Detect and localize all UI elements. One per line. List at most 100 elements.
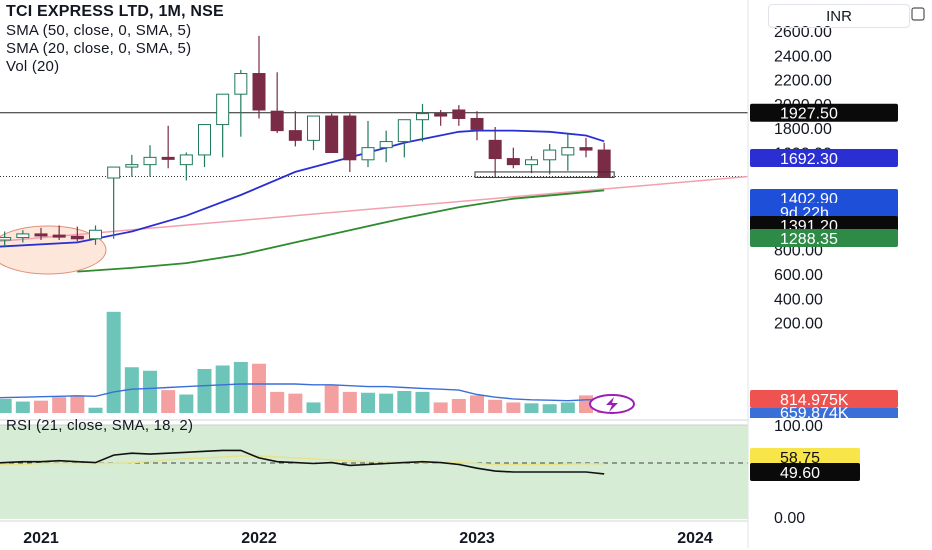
volume-bar bbox=[216, 365, 230, 413]
expand-icon bbox=[912, 8, 924, 20]
price-tick-label: 200.00 bbox=[774, 316, 823, 333]
legend-volume[interactable]: Vol (20) bbox=[6, 58, 59, 75]
candle-body bbox=[417, 114, 429, 120]
candle-body bbox=[17, 234, 29, 238]
candle-body bbox=[489, 140, 501, 158]
volume-bar bbox=[307, 402, 321, 413]
candle-body bbox=[398, 120, 410, 142]
volume-bar bbox=[179, 395, 193, 413]
candle-body bbox=[108, 167, 120, 178]
candle-body bbox=[362, 148, 374, 160]
candle bbox=[271, 72, 283, 133]
volume-bar bbox=[143, 371, 157, 413]
time-axis-label: 2022 bbox=[241, 530, 277, 547]
candle bbox=[526, 156, 538, 173]
candle bbox=[162, 126, 174, 169]
candle bbox=[308, 116, 320, 150]
candle-body bbox=[0, 238, 11, 240]
time-axis-label: 2023 bbox=[459, 530, 495, 547]
candle bbox=[544, 144, 556, 174]
candle-body bbox=[544, 150, 556, 160]
time-axis-label: 2021 bbox=[23, 530, 59, 547]
volume-bar bbox=[379, 394, 393, 413]
candle-body bbox=[326, 116, 338, 152]
candle-body bbox=[217, 94, 229, 124]
volume-bar bbox=[470, 395, 484, 413]
candle bbox=[235, 70, 247, 137]
volume-bar bbox=[452, 399, 466, 413]
candle-body bbox=[380, 142, 392, 148]
candle bbox=[199, 125, 211, 168]
candle bbox=[453, 105, 465, 126]
rsi-value-tag: 49.60 bbox=[780, 465, 820, 482]
legend-sma20[interactable]: SMA (20, close, 0, SMA, 5) bbox=[6, 40, 191, 57]
legend-sma50[interactable]: SMA (50, close, 0, SMA, 5) bbox=[6, 22, 191, 39]
volume-bar bbox=[434, 402, 448, 413]
volume-bar bbox=[16, 402, 30, 413]
sma20-price-tag: 1692.30 bbox=[780, 151, 838, 168]
candle-body bbox=[253, 74, 265, 110]
volume-bar bbox=[506, 402, 520, 413]
candle bbox=[580, 138, 592, 157]
volume-bar bbox=[361, 393, 375, 413]
currency-button[interactable]: INR bbox=[768, 4, 910, 28]
trend-line bbox=[0, 177, 748, 242]
price-tick-label: 600.00 bbox=[774, 267, 823, 284]
time-axis-label: 2024 bbox=[677, 530, 713, 547]
candle bbox=[362, 121, 374, 167]
volume-bar bbox=[52, 397, 66, 413]
chart-title[interactable]: TCI EXPRESS LTD, 1M, NSE bbox=[6, 3, 224, 21]
candle-body bbox=[289, 131, 301, 141]
candle-body bbox=[580, 148, 592, 150]
candle bbox=[471, 111, 483, 140]
candle bbox=[253, 36, 265, 119]
volume-bar bbox=[252, 364, 266, 413]
volume-bar bbox=[198, 369, 212, 413]
volume-bar bbox=[270, 392, 284, 413]
candle-body bbox=[562, 148, 574, 155]
volume-bar bbox=[234, 362, 248, 413]
volume-bar bbox=[525, 403, 539, 413]
price-tick-label: 1800.00 bbox=[774, 121, 832, 138]
candle-body bbox=[126, 165, 138, 167]
volume-bar bbox=[34, 401, 48, 413]
candle bbox=[562, 134, 574, 170]
candle-body bbox=[308, 116, 320, 140]
candle-body bbox=[90, 230, 102, 239]
price-tick-label: 2400.00 bbox=[774, 48, 832, 65]
candle-body bbox=[71, 236, 83, 238]
candle bbox=[108, 167, 120, 239]
candle-body bbox=[471, 118, 483, 129]
candle-body bbox=[344, 116, 356, 160]
candle bbox=[326, 114, 338, 153]
volume-bar bbox=[325, 385, 339, 413]
candle-body bbox=[453, 110, 465, 119]
rsi-panel-bg bbox=[0, 425, 748, 519]
sma50-price-tag: 1288.35 bbox=[780, 231, 838, 248]
volume-bar bbox=[488, 400, 502, 413]
candle-body bbox=[180, 155, 192, 165]
volume-bar bbox=[161, 390, 175, 413]
candle bbox=[344, 114, 356, 172]
volume-bar bbox=[70, 395, 84, 413]
candle bbox=[126, 155, 138, 177]
volume-bar bbox=[343, 392, 357, 413]
candle-body bbox=[271, 111, 283, 130]
volume-bar bbox=[543, 404, 557, 413]
candle-body bbox=[162, 157, 174, 159]
candle bbox=[144, 145, 156, 177]
sma50-line bbox=[77, 190, 604, 271]
candle-body bbox=[235, 74, 247, 95]
candle bbox=[180, 153, 192, 181]
candle bbox=[217, 94, 229, 157]
legend-rsi[interactable]: RSI (21, close, SMA, 18, 2) bbox=[6, 417, 193, 434]
candle-body bbox=[435, 114, 447, 116]
candle bbox=[289, 111, 301, 146]
rsi-tick-0: 0.00 bbox=[774, 510, 805, 527]
candle-body bbox=[35, 234, 47, 236]
candle-body bbox=[598, 150, 610, 176]
volume-bar bbox=[397, 391, 411, 413]
candle-body bbox=[53, 235, 65, 237]
